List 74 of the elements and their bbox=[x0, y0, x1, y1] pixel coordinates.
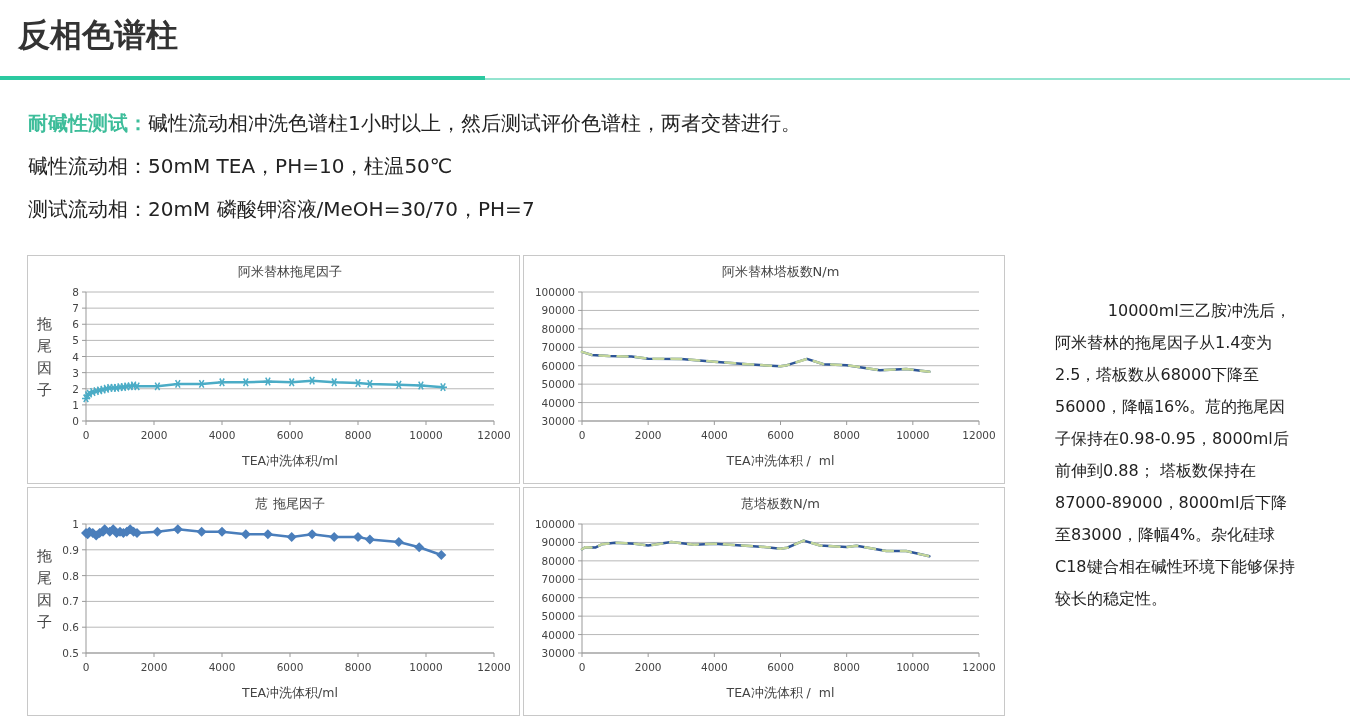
x-tick-label: 10000 bbox=[409, 429, 443, 441]
y-tick-label: 50000 bbox=[541, 378, 575, 391]
x-tick-label: 12000 bbox=[477, 429, 511, 441]
chart-title: 苊 拖尾因子 bbox=[255, 496, 325, 511]
x-axis-title: TEA冲洗体积/ml bbox=[241, 453, 338, 468]
text: 反相色谱柱 bbox=[18, 15, 178, 56]
x-tick-label: 4000 bbox=[208, 661, 236, 673]
x-tick-label: 8000 bbox=[344, 429, 372, 441]
x-tick-label: 10000 bbox=[409, 661, 443, 673]
y-tick-label: 0.7 bbox=[62, 595, 79, 608]
y-tick-label: 2 bbox=[72, 382, 79, 395]
y-tick-label: 0 bbox=[72, 415, 79, 427]
x-tick-label: 0 bbox=[578, 661, 586, 673]
x-axis-title: TEA冲洗体积/ml bbox=[241, 685, 338, 700]
x-tick-label: 0 bbox=[578, 429, 586, 441]
x-tick-label: 8000 bbox=[833, 661, 861, 673]
x-tick-label: 6000 bbox=[276, 661, 304, 673]
x-tick-label: 6000 bbox=[767, 429, 794, 441]
x-tick-label: 4000 bbox=[700, 429, 728, 441]
x-tick-label: 2000 bbox=[140, 661, 168, 673]
x-tick-label: 12000 bbox=[962, 661, 996, 673]
x-tick-label: 2000 bbox=[140, 429, 168, 441]
x-tick-label: 6000 bbox=[767, 661, 794, 673]
y-tick-label: 0.6 bbox=[62, 621, 80, 634]
x-tick-label: 6000 bbox=[276, 429, 304, 441]
y-tick-label: 60000 bbox=[541, 591, 575, 604]
y-tick-label: 100000 bbox=[534, 518, 575, 530]
text: 测试流动相：20mM 磷酸钾溶液/MeOH=30/70，PH=7 bbox=[28, 196, 535, 223]
y-tick-label: 3 bbox=[72, 366, 79, 379]
y-tick-label: 100000 bbox=[534, 286, 575, 298]
y-tick-label: 0.5 bbox=[62, 647, 79, 659]
x-tick-label: 10000 bbox=[896, 429, 930, 441]
y-tick-label: 80000 bbox=[541, 554, 575, 567]
x-tick-label: 12000 bbox=[962, 429, 996, 441]
x-tick-label: 8000 bbox=[833, 429, 861, 441]
text: 10000ml三乙胺冲洗后，阿米替林的拖尾因子从1.4变为2.5，塔板数从68000下降至56000，降幅16%。苊的拖尾因子保持在0.98-0.95，8000ml后前伸到0.88； 塔板数保持在87000-89000，8000ml后下降至83000，降幅4%。杂化硅球C18键合相在碱性环境下能够保持较长的稳定性。 bbox=[1055, 301, 1295, 608]
y-tick-label: 50000 bbox=[541, 610, 575, 623]
x-tick-label: 12000 bbox=[477, 661, 511, 673]
y-tick-label: 4 bbox=[72, 350, 80, 363]
y-tick-label: 90000 bbox=[541, 304, 575, 317]
y-tick-label: 0.8 bbox=[62, 569, 79, 582]
x-tick-label: 4000 bbox=[700, 661, 728, 673]
y-tick-label: 0.9 bbox=[62, 543, 79, 556]
y-tick-label: 70000 bbox=[541, 341, 575, 354]
y-tick-label: 40000 bbox=[541, 396, 575, 409]
chart-title: 苊塔板数N/m bbox=[741, 496, 820, 511]
y-tick-label: 5 bbox=[72, 334, 79, 347]
chart-title: 阿米替林拖尾因子 bbox=[238, 264, 342, 279]
x-tick-label: 8000 bbox=[344, 661, 372, 673]
x-tick-label: 4000 bbox=[208, 429, 236, 441]
x-tick-label: 2000 bbox=[634, 661, 662, 673]
y-tick-label: 60000 bbox=[541, 359, 575, 372]
x-tick-label: 0 bbox=[82, 429, 90, 441]
x-axis-title: TEA冲洗体积 / ml bbox=[725, 685, 835, 700]
y-tick-label: 80000 bbox=[541, 322, 575, 335]
y-axis-title: 拖尾因子 bbox=[35, 314, 52, 399]
x-tick-label: 0 bbox=[82, 661, 90, 673]
y-tick-label: 40000 bbox=[541, 628, 575, 641]
text: 耐碱性测试：碱性流动相冲洗色谱柱1小时以上，然后测试评价色谱柱，两者交替进行。 bbox=[28, 110, 801, 137]
text: 碱性流动相：50mM TEA，PH=10，柱温50℃ bbox=[28, 153, 453, 180]
y-tick-label: 90000 bbox=[541, 536, 575, 549]
chart-title: 阿米替林塔板数N/m bbox=[721, 264, 840, 279]
x-tick-label: 10000 bbox=[896, 661, 930, 673]
y-tick-label: 1 bbox=[72, 398, 79, 411]
y-tick-label: 6 bbox=[72, 318, 80, 331]
y-tick-label: 7 bbox=[72, 302, 79, 315]
x-axis-title: TEA冲洗体积 / ml bbox=[725, 453, 835, 468]
y-tick-label: 1 bbox=[72, 518, 79, 530]
x-tick-label: 2000 bbox=[634, 429, 662, 441]
y-tick-label: 70000 bbox=[541, 573, 575, 586]
y-tick-label: 30000 bbox=[541, 647, 575, 659]
y-axis-title: 拖尾因子 bbox=[35, 546, 52, 631]
y-tick-label: 30000 bbox=[541, 415, 575, 427]
y-tick-label: 8 bbox=[72, 286, 79, 298]
